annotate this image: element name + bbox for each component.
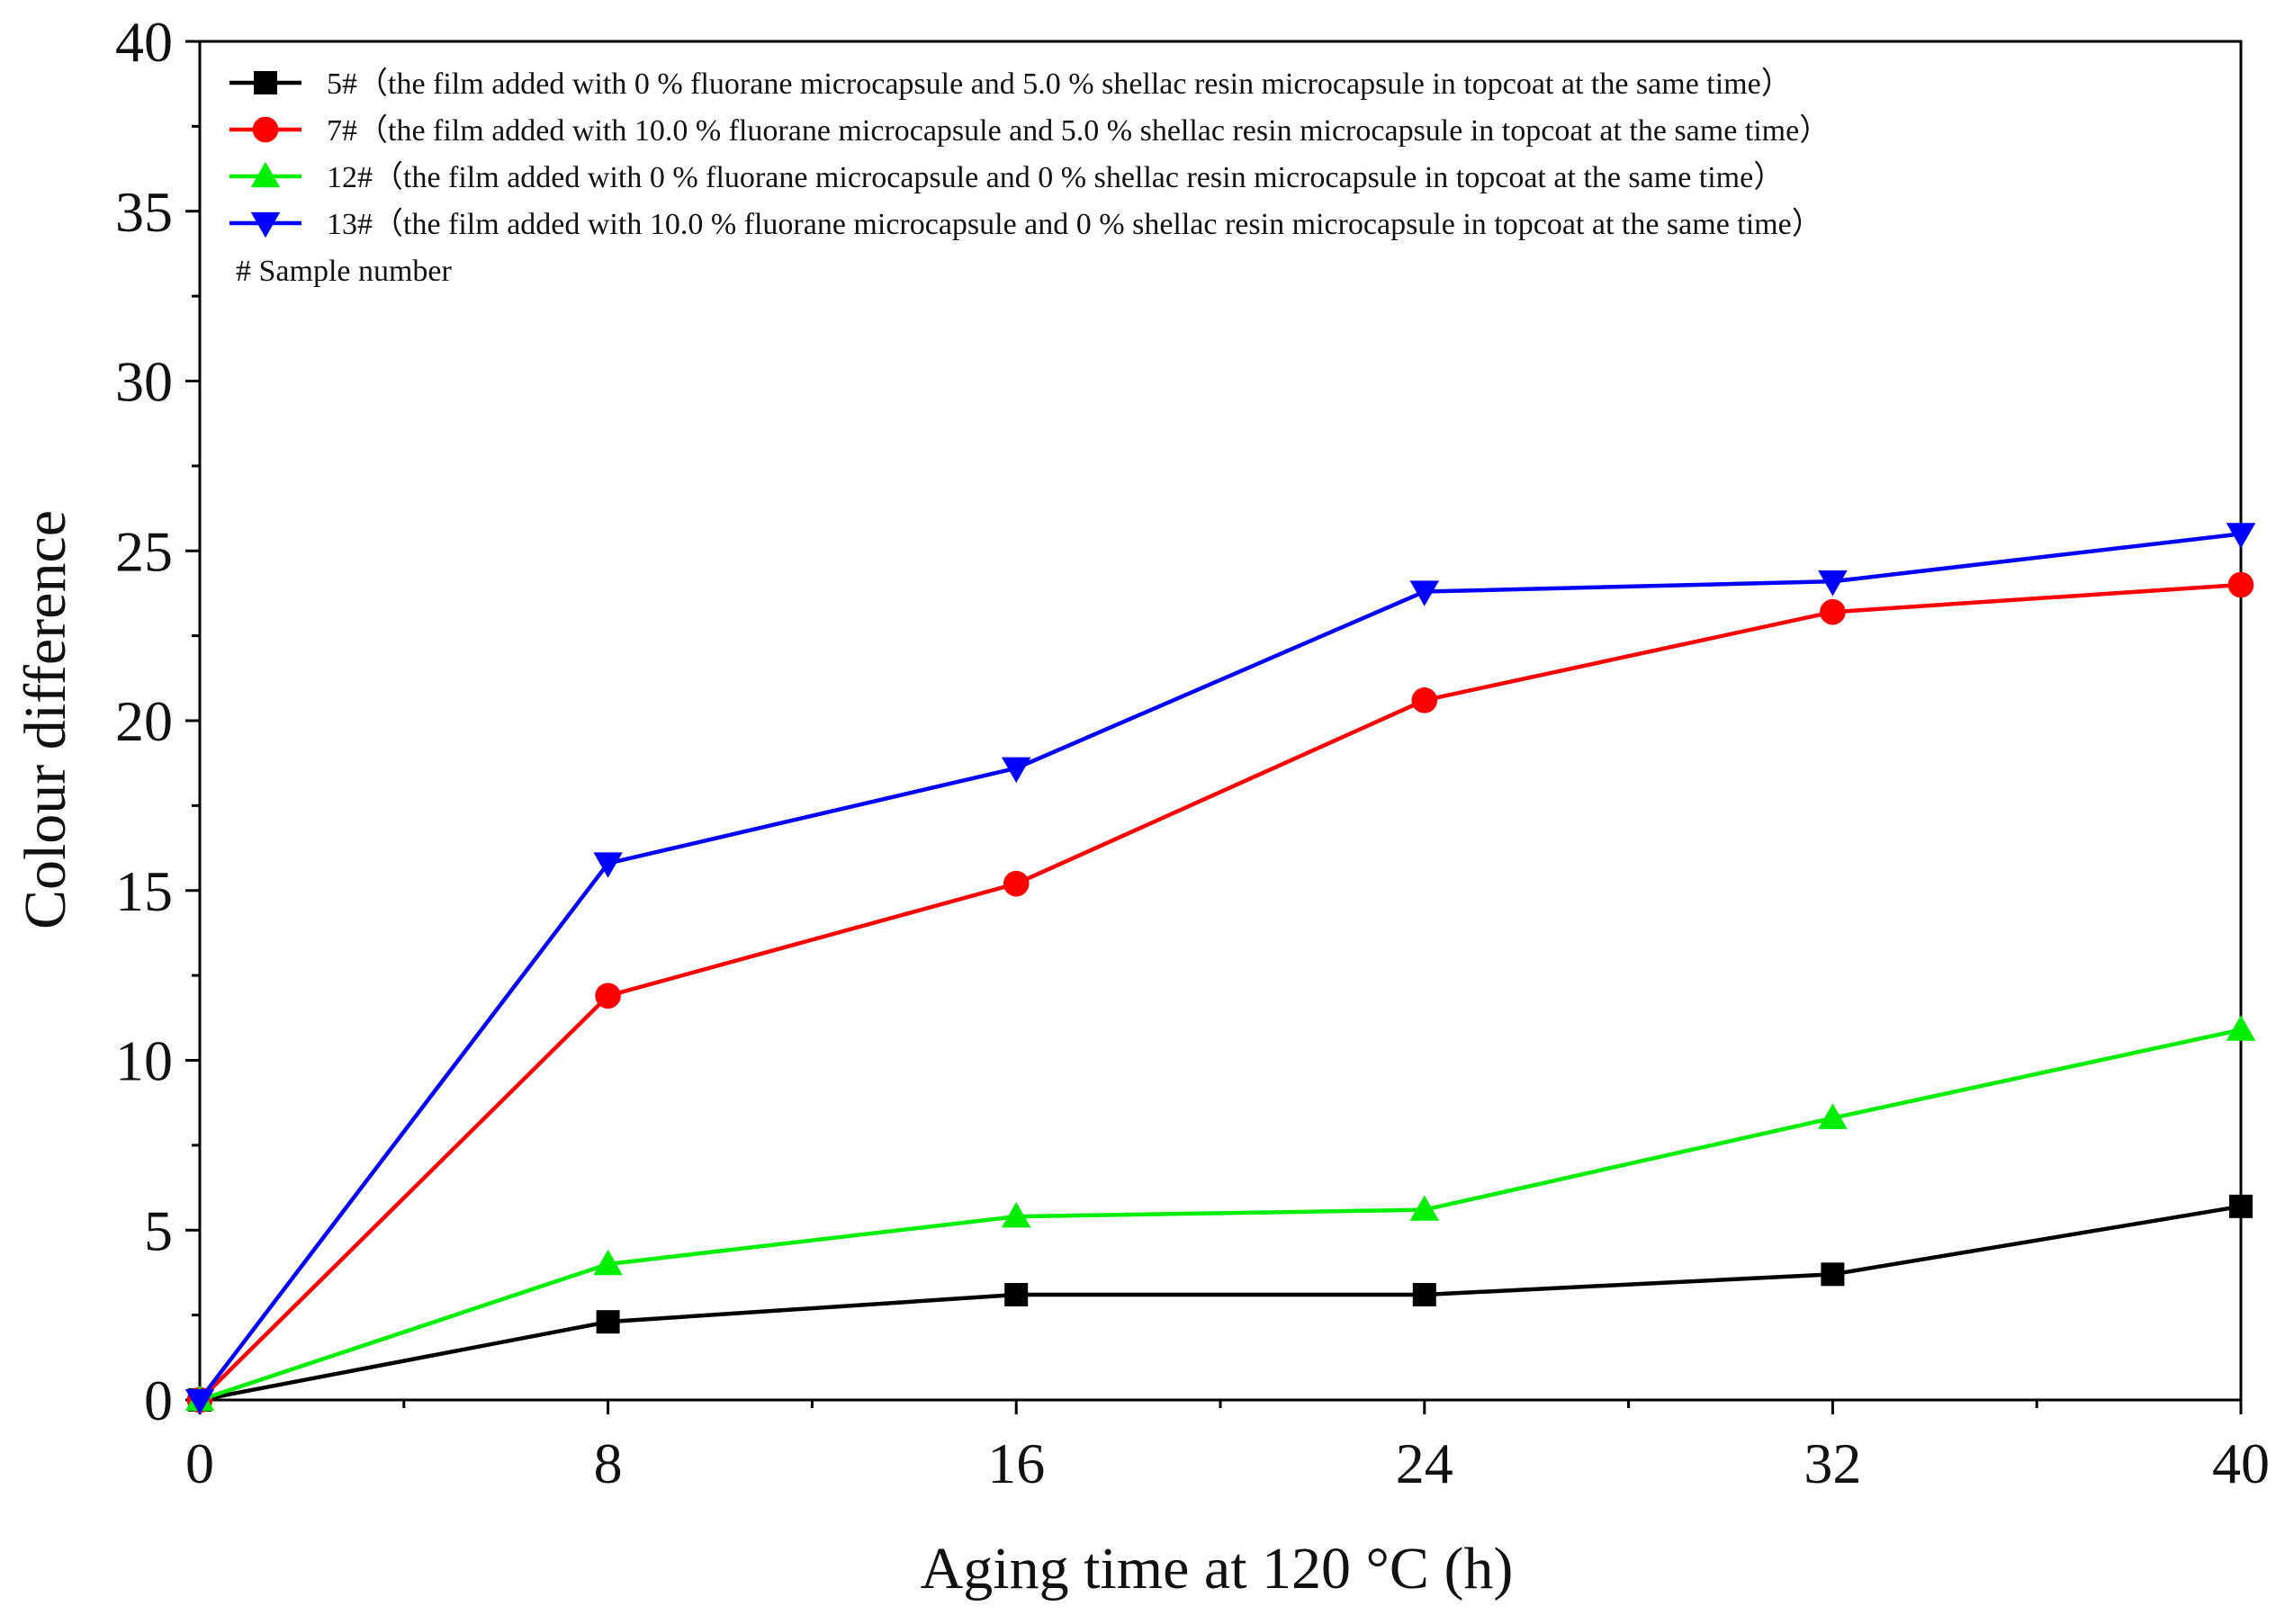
legend-marker bbox=[250, 211, 281, 238]
data-point bbox=[1412, 1282, 1436, 1306]
y-tick-label: 20 bbox=[115, 689, 173, 753]
legend: 5#（the film added with 0 % fluorane micr… bbox=[229, 67, 1830, 288]
data-point bbox=[593, 1249, 623, 1276]
data-point bbox=[1818, 570, 1848, 597]
data-point bbox=[1001, 1201, 1031, 1228]
x-tick-label: 16 bbox=[987, 1431, 1045, 1495]
series-line bbox=[199, 1204, 2242, 1403]
series-line bbox=[198, 582, 2242, 1402]
series-group bbox=[184, 523, 2256, 1415]
series-2 bbox=[184, 1015, 2256, 1412]
legend-item-3: 13#（the film added with 10.0 % fluorane … bbox=[229, 207, 1822, 241]
legend-label: 12#（the film added with 0 % fluorane mic… bbox=[327, 160, 1784, 194]
data-point bbox=[1001, 757, 1031, 784]
y-tick-label: 0 bbox=[144, 1368, 173, 1432]
data-point bbox=[2229, 1194, 2253, 1218]
y-tick-label: 25 bbox=[115, 519, 173, 583]
x-tick-label: 0 bbox=[185, 1431, 214, 1495]
data-point bbox=[1409, 1195, 1440, 1221]
x-tick-label: 40 bbox=[2212, 1431, 2270, 1495]
series-3 bbox=[184, 523, 2256, 1415]
data-point bbox=[184, 1388, 215, 1415]
y-axis-title: Colour difference bbox=[13, 510, 78, 929]
data-point bbox=[1003, 870, 1030, 897]
axes-group: 0 5 10 15 20 25 30 35 40 0 8 16 24 32 40 bbox=[115, 10, 2270, 1495]
data-point bbox=[2226, 523, 2256, 549]
y-tick-label: 15 bbox=[115, 859, 173, 923]
data-point bbox=[1818, 1103, 1848, 1129]
series-0 bbox=[188, 1194, 2253, 1412]
data-point bbox=[1004, 1282, 1029, 1306]
x-tick-label: 32 bbox=[1804, 1431, 1861, 1495]
legend-note: # Sample number bbox=[236, 255, 453, 288]
y-tick-label: 30 bbox=[115, 350, 173, 414]
x-tick-label: 8 bbox=[594, 1431, 623, 1495]
x-axis-title: Aging time at 120 °C (h) bbox=[921, 1536, 1514, 1602]
x-tick-label: 24 bbox=[1396, 1431, 1453, 1495]
data-point bbox=[1820, 598, 1846, 625]
y-tick-label: 10 bbox=[115, 1029, 173, 1093]
data-point bbox=[1409, 580, 1440, 606]
y-tick-label: 40 bbox=[115, 10, 173, 74]
data-point bbox=[593, 852, 623, 878]
data-point bbox=[2226, 1015, 2256, 1041]
plot-frame bbox=[198, 40, 2243, 1402]
y-tick-label: 5 bbox=[144, 1198, 173, 1262]
series-line bbox=[198, 532, 2242, 1402]
legend-label: 7#（the film added with 10.0 % fluorane m… bbox=[327, 113, 1830, 148]
data-point bbox=[595, 982, 621, 1009]
legend-item-2: 12#（the film added with 0 % fluorane mic… bbox=[229, 160, 1784, 194]
legend-marker bbox=[254, 71, 277, 94]
series-line bbox=[199, 1027, 2242, 1403]
data-point bbox=[2227, 571, 2254, 598]
data-point bbox=[1821, 1262, 1845, 1287]
legend-item-1: 7#（the film added with 10.0 % fluorane m… bbox=[229, 113, 1830, 148]
legend-label: 5#（the film added with 0 % fluorane micr… bbox=[327, 67, 1792, 101]
data-point bbox=[596, 1310, 620, 1334]
legend-item-0: 5#（the film added with 0 % fluorane micr… bbox=[229, 67, 1792, 101]
legend-marker bbox=[250, 161, 281, 188]
legend-label: 13#（the film added with 10.0 % fluorane … bbox=[327, 207, 1822, 241]
data-point bbox=[1411, 687, 1438, 713]
legend-marker bbox=[252, 116, 279, 143]
series-1 bbox=[186, 571, 2254, 1413]
y-tick-label: 35 bbox=[115, 180, 173, 244]
